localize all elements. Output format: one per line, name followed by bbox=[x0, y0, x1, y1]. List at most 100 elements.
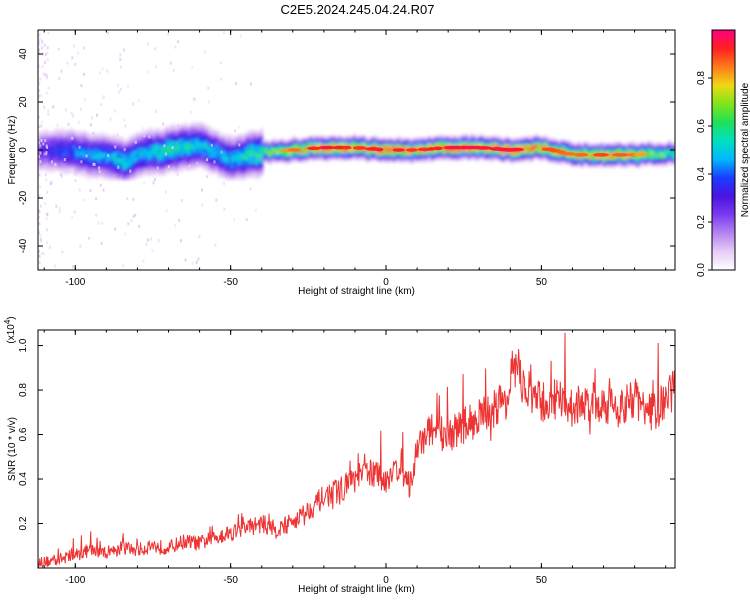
spectrogram-cell bbox=[325, 154, 329, 157]
spectrogram-cell bbox=[145, 137, 149, 140]
spectrogram-cell bbox=[150, 133, 154, 136]
spectrogram-cell bbox=[88, 141, 91, 144]
spectrogram-cell bbox=[428, 152, 431, 155]
spectrogram-cell bbox=[100, 137, 104, 140]
spectrogram-cell bbox=[253, 131, 256, 134]
spectrogram-cell bbox=[218, 145, 221, 148]
spectrogram-cell bbox=[175, 158, 179, 161]
spectrogram-cell bbox=[173, 141, 176, 144]
spectrogram-cell bbox=[328, 150, 331, 153]
spectrogram-cell bbox=[213, 149, 216, 152]
spectrogram-cell bbox=[98, 133, 101, 136]
spectrogram-cell bbox=[48, 164, 51, 167]
spectrogram-cell bbox=[73, 166, 76, 169]
spectrogram-cell bbox=[280, 160, 284, 163]
spectrogram-cell bbox=[268, 162, 271, 165]
spectrogram-cell bbox=[100, 147, 104, 150]
spectrogram-cell bbox=[193, 147, 196, 150]
spectrogram-cell bbox=[95, 162, 99, 165]
spectrogram-cell bbox=[65, 154, 69, 157]
spectrogram-cell bbox=[170, 135, 174, 138]
spectrogram-cell bbox=[203, 168, 206, 171]
spectrogram-cell bbox=[465, 156, 469, 159]
spectrogram-cell bbox=[68, 156, 71, 159]
spectrogram-cell bbox=[648, 160, 651, 163]
spectrogram-cell bbox=[80, 174, 84, 177]
spectrogram-cell bbox=[250, 131, 254, 134]
spectrogram-cell bbox=[400, 145, 404, 148]
spectrogram-cell bbox=[265, 150, 269, 153]
spectrogram-cell bbox=[503, 141, 506, 144]
spectrogram-cell bbox=[508, 145, 511, 148]
spectrogram-cell bbox=[265, 147, 269, 150]
spectrogram-cell bbox=[180, 126, 184, 129]
spectrogram-cell bbox=[233, 162, 236, 165]
spectrogram-cell bbox=[255, 149, 259, 152]
spectrogram-cell bbox=[243, 149, 246, 152]
spectrogram-cell bbox=[283, 158, 286, 161]
spectrogram-cell bbox=[383, 137, 386, 140]
spectrogram-cell bbox=[150, 150, 154, 153]
spectrogram-cell bbox=[43, 135, 46, 138]
spectrogram-cell bbox=[503, 137, 506, 140]
spectrogram-cell bbox=[288, 162, 291, 165]
spectrogram-cell bbox=[63, 156, 66, 159]
spectrogram-cell bbox=[298, 139, 301, 142]
spectrogram-cell bbox=[115, 168, 119, 171]
spectrogram-noise bbox=[85, 154, 88, 158]
spectrogram-cell bbox=[75, 133, 79, 136]
spectrogram-cell bbox=[155, 164, 159, 167]
spectrogram-cell bbox=[198, 164, 201, 167]
spectrogram-cell bbox=[353, 149, 356, 152]
spectrogram-cell bbox=[60, 152, 64, 155]
spectrogram-noise bbox=[152, 181, 155, 185]
spectrogram-cell bbox=[613, 143, 616, 146]
spectrogram-cell bbox=[80, 158, 84, 161]
spectrogram-cell bbox=[150, 152, 154, 155]
spectrogram-cell bbox=[223, 158, 226, 161]
spectrogram-cell bbox=[650, 143, 654, 146]
spectrogram-cell bbox=[595, 158, 599, 161]
spectrogram-cell bbox=[575, 149, 579, 152]
spectrogram-cell bbox=[190, 133, 194, 136]
spectrogram-cell bbox=[170, 143, 174, 146]
spectrogram-cell bbox=[170, 127, 174, 130]
spectrogram-cell bbox=[68, 168, 71, 171]
spectrogram-cell bbox=[183, 158, 186, 161]
spectrogram-cell bbox=[375, 152, 379, 155]
spectrogram-cell bbox=[498, 154, 501, 157]
spectrogram-cell bbox=[150, 141, 154, 144]
spectrogram-cell bbox=[665, 145, 669, 148]
spectrogram-cell bbox=[100, 166, 104, 169]
spectrogram-cell bbox=[273, 154, 276, 157]
spectrogram-cell bbox=[93, 152, 96, 155]
spectrogram-cell bbox=[268, 154, 271, 157]
spectrogram-cell bbox=[93, 131, 96, 134]
spectrogram-cell bbox=[483, 158, 486, 161]
spectrogram-cell bbox=[178, 127, 181, 130]
spectrogram-cell bbox=[43, 147, 46, 150]
spectrogram-cell bbox=[345, 135, 349, 138]
spectrogram-cell bbox=[423, 137, 426, 140]
spectrogram-cell bbox=[75, 141, 79, 144]
spectrogram-cell bbox=[288, 154, 291, 157]
spectrogram-cell bbox=[128, 158, 131, 161]
spectrogram-cell bbox=[235, 135, 239, 138]
spectrogram-cell bbox=[390, 150, 394, 153]
spectrogram-cell bbox=[213, 156, 216, 159]
spectrogram-cell bbox=[335, 152, 339, 155]
spectrogram-cell bbox=[138, 152, 141, 155]
spectrogram-cell bbox=[188, 137, 191, 140]
spectrogram-cell bbox=[403, 141, 406, 144]
spectrogram-cell bbox=[260, 166, 264, 169]
spectrogram-cell bbox=[213, 131, 216, 134]
spectrogram-cell bbox=[563, 141, 566, 144]
spectrogram-cell bbox=[38, 139, 41, 142]
spectrogram-cell bbox=[203, 150, 206, 153]
spectrogram-cell bbox=[508, 156, 511, 159]
spectrogram-cell bbox=[590, 152, 594, 155]
spectrogram-cell bbox=[493, 139, 496, 142]
spectrogram-cell bbox=[255, 170, 259, 173]
spectrogram-cell bbox=[645, 147, 649, 150]
spectrogram-cell bbox=[600, 141, 604, 144]
